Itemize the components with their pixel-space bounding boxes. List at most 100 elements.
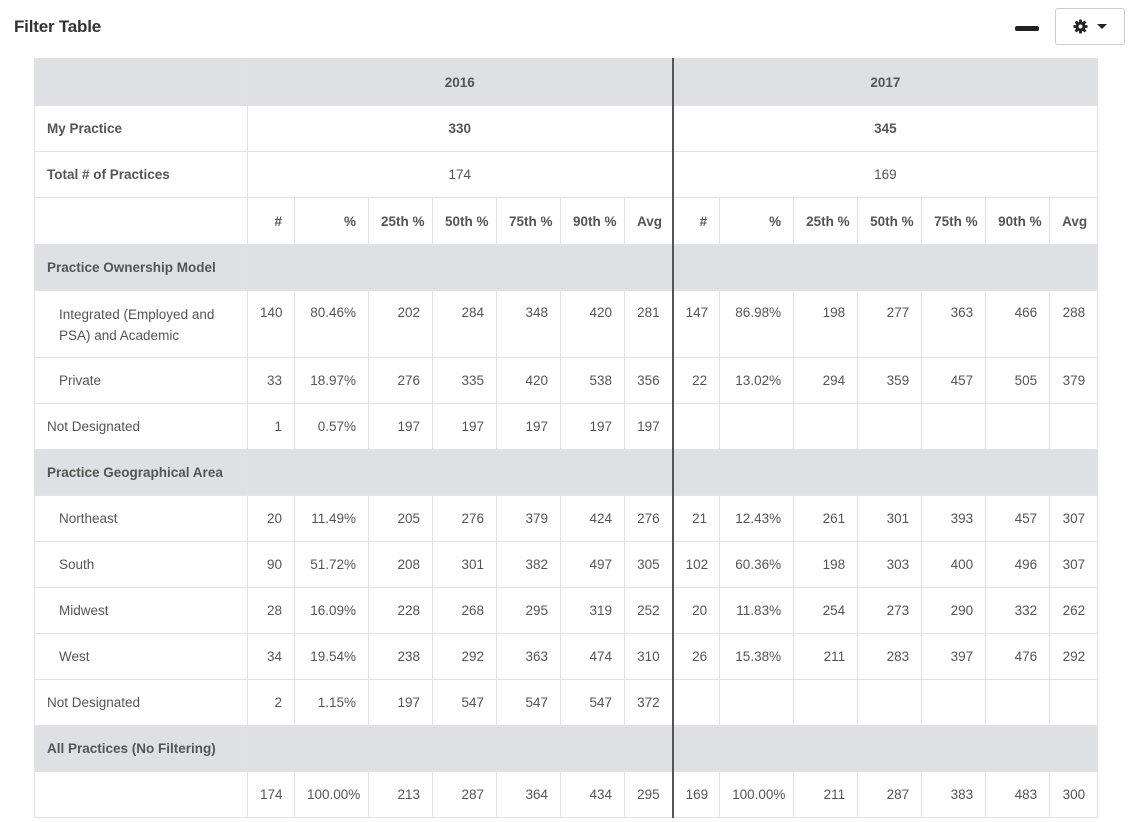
cell-2016-count: 1 <box>247 403 295 450</box>
cell-2016-percent: 51.72% <box>294 541 369 588</box>
settings-dropdown-button[interactable] <box>1055 8 1125 45</box>
column-header-2016-count: # <box>247 197 295 245</box>
cell-2016-p75: 547 <box>496 679 561 726</box>
cell-2017-percent <box>719 679 795 726</box>
cell-2016-p25: 197 <box>368 679 433 726</box>
cell-2017-count: 20 <box>671 587 721 634</box>
cell-2017-percent: 100.00% <box>719 771 795 818</box>
cell-2017-count <box>671 679 721 726</box>
cell-2016-p75: 295 <box>496 587 561 634</box>
cell-2016-p90: 319 <box>560 587 625 634</box>
section-header-row: Practice Geographical Area <box>34 449 1099 496</box>
row-label: Private <box>34 357 248 404</box>
cell-2017-p50: 301 <box>857 495 923 542</box>
section-title: All Practices (No Filtering) <box>34 725 248 772</box>
section-fill-2017 <box>671 725 1099 772</box>
cell-2016-p50: 287 <box>432 771 497 818</box>
cell-2017-p25: 198 <box>793 290 859 358</box>
minimize-button[interactable] <box>1015 26 1039 31</box>
cell-2017-count <box>671 403 721 450</box>
panel-title: Filter Table <box>14 17 102 36</box>
cell-2017-p25: 211 <box>793 633 859 680</box>
year-header-2017: 2017 <box>671 58 1099 106</box>
cell-2016-p75: 364 <box>496 771 561 818</box>
my-practice-value-2016: 330 <box>246 105 674 152</box>
cell-2017-avg: 262 <box>1049 587 1099 634</box>
cell-2017-count: 26 <box>671 633 721 680</box>
row-label: South <box>34 541 248 588</box>
cell-2017-avg: 307 <box>1049 495 1099 542</box>
section-fill-2016 <box>246 244 674 291</box>
cell-2016-p90: 424 <box>560 495 625 542</box>
cell-2016-avg: 310 <box>623 633 674 680</box>
cell-2017-count: 169 <box>671 771 721 818</box>
cell-2017-percent: 11.83% <box>719 587 795 634</box>
cell-2017-p50 <box>857 403 923 450</box>
cell-2017-p75: 363 <box>921 290 987 358</box>
cell-2016-p90: 434 <box>560 771 625 818</box>
table-row: Not Designated 1 0.57% 197 197 197 197 197 <box>34 403 1099 450</box>
cell-2017-percent: 60.36% <box>719 541 795 588</box>
cell-2017-percent: 12.43% <box>719 495 795 542</box>
cell-2016-p75: 348 <box>496 290 561 358</box>
cell-2017-p75 <box>921 679 987 726</box>
table-row: 174 100.00% 213 287 364 434 295 169 100.00% 211 28… <box>34 771 1099 818</box>
cell-2016-p50: 276 <box>432 495 497 542</box>
cell-2017-p50: 359 <box>857 357 923 404</box>
cell-2016-count: 140 <box>247 290 295 358</box>
cell-2016-p50: 301 <box>432 541 497 588</box>
cell-2017-p75: 457 <box>921 357 987 404</box>
column-header-2016-p50: 50th % <box>432 197 497 245</box>
cell-2016-p50: 284 <box>432 290 497 358</box>
cell-2016-p75: 197 <box>496 403 561 450</box>
cell-2017-p90: 483 <box>985 771 1051 818</box>
cell-2016-avg: 276 <box>623 495 674 542</box>
section-title: Practice Ownership Model <box>34 244 248 291</box>
cell-2016-p25: 208 <box>368 541 433 588</box>
section-header-row: All Practices (No Filtering) <box>34 725 1099 772</box>
cell-2016-p25: 276 <box>368 357 433 404</box>
cell-2016-percent: 80.46% <box>294 290 369 358</box>
total-practices-row: Total # of Practices 174 169 <box>34 151 1099 198</box>
cell-2017-p75: 290 <box>921 587 987 634</box>
cell-2017-p90: 476 <box>985 633 1051 680</box>
cell-2017-percent: 13.02% <box>719 357 795 404</box>
cell-2016-p25: 238 <box>368 633 433 680</box>
cell-2016-avg: 281 <box>623 290 674 358</box>
row-label: West <box>34 633 248 680</box>
cell-2017-p90 <box>985 679 1051 726</box>
column-header-2016-p75: 75th % <box>496 197 561 245</box>
row-label: Not Designated <box>34 679 248 726</box>
table-row: Not Designated 2 1.15% 197 547 547 547 372 <box>34 679 1099 726</box>
cell-2016-percent: 100.00% <box>294 771 369 818</box>
cell-2016-avg: 252 <box>623 587 674 634</box>
cell-2016-avg: 295 <box>623 771 674 818</box>
cell-2016-count: 2 <box>247 679 295 726</box>
cell-2017-p75: 393 <box>921 495 987 542</box>
cell-2017-count: 102 <box>671 541 721 588</box>
panel-header: Filter Table <box>0 0 1131 58</box>
cell-2016-p90: 497 <box>560 541 625 588</box>
cell-2017-avg <box>1049 403 1099 450</box>
cell-2016-p50: 268 <box>432 587 497 634</box>
column-header-blank <box>34 197 248 245</box>
cell-2017-p50: 303 <box>857 541 923 588</box>
table-row: Private 33 18.97% 276 335 420 538 356 22 13.02% 29… <box>34 357 1099 404</box>
cell-2016-p75: 382 <box>496 541 561 588</box>
table-row: Integrated (Employed and PSA) and Academ… <box>34 290 1099 358</box>
cell-2017-p25: 261 <box>793 495 859 542</box>
column-header-2017-p75: 75th % <box>921 197 987 245</box>
year-header-blank <box>34 58 248 106</box>
cell-2016-count: 174 <box>247 771 295 818</box>
cell-2017-count: 22 <box>671 357 721 404</box>
cell-2017-percent: 15.38% <box>719 633 795 680</box>
cell-2016-p25: 213 <box>368 771 433 818</box>
section-fill-2016 <box>246 449 674 496</box>
my-practice-label: My Practice <box>34 105 248 152</box>
cell-2016-p75: 379 <box>496 495 561 542</box>
filter-table-container: 2016 2017 My Practice 330 345 Total # of… <box>34 58 1099 818</box>
column-header-2017-count: # <box>671 197 721 245</box>
my-practice-value-2017: 345 <box>671 105 1099 152</box>
cell-2017-avg: 300 <box>1049 771 1099 818</box>
cell-2017-p90: 466 <box>985 290 1051 358</box>
